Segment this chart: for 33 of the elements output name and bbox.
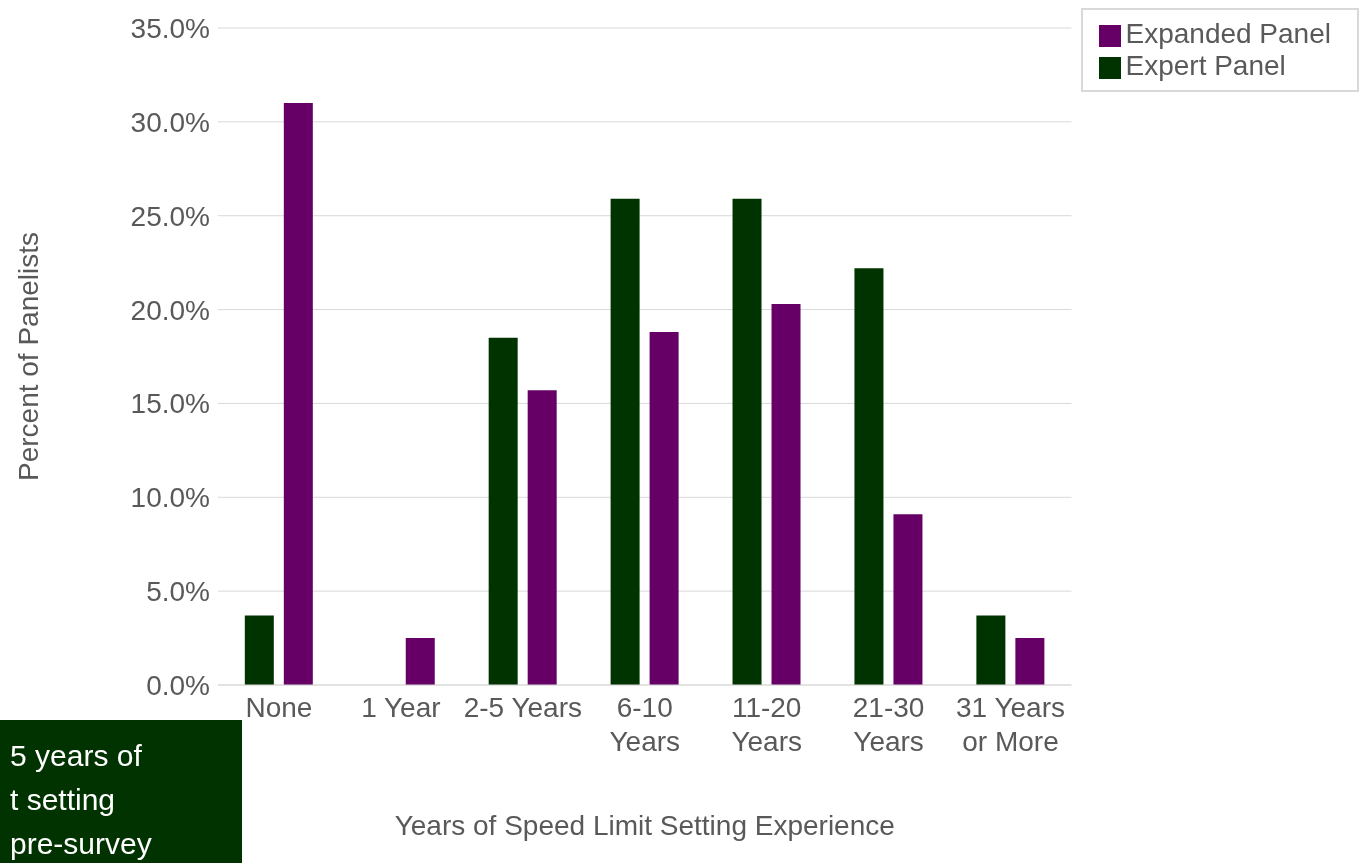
y-tick-label: 15.0% [130,388,210,420]
bar [244,615,274,685]
y-tick-label: 0.0% [146,669,210,701]
bar [610,198,640,685]
bar [488,337,518,685]
bar [893,514,923,685]
x-tick-label: 2-5 Years [463,692,582,723]
y-tick-label: 5.0% [146,576,210,608]
x-tick-label: 11-20 Years [731,692,802,757]
bar [283,103,313,685]
bar [976,615,1006,685]
x-tick-label: 21-30 Years [852,692,925,757]
x-tick-label: 31 Years or More [956,692,1066,757]
legend-label: Expanded Panel [1125,18,1331,49]
y-tick-label: 25.0% [130,200,210,232]
bar [854,268,884,685]
y-tick-label: 20.0% [130,294,210,326]
x-tick-label: None [245,692,313,723]
bar [732,198,762,685]
bar [1015,638,1045,685]
bar [527,390,557,685]
legend-label: Expert Panel [1125,50,1286,81]
y-axis-title: Percent of Panelists [12,231,44,482]
bar [405,638,435,685]
note-box: 5 years of t setting pre-survey [0,720,242,863]
y-tick-label: 10.0% [130,482,210,514]
x-tick-label: 1 Year [361,692,441,723]
y-tick-label: 35.0% [130,12,210,44]
x-tick-label: 6-10 Years [609,692,681,757]
bar [771,303,801,685]
bar [649,332,679,685]
x-axis-title: Years of Speed Limit Setting Experience [394,810,895,841]
y-tick-label: 30.0% [130,106,210,138]
